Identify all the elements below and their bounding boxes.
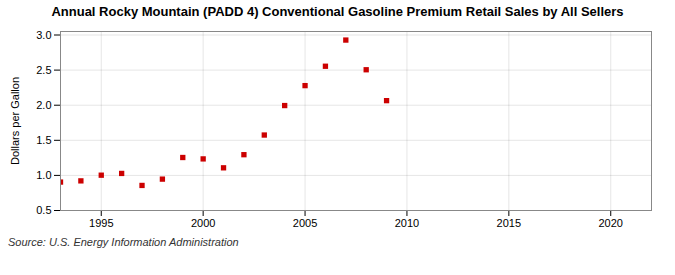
svg-text:2015: 2015 (497, 217, 521, 229)
svg-text:0.5: 0.5 (36, 204, 51, 216)
svg-text:3.0: 3.0 (36, 29, 51, 41)
svg-text:2005: 2005 (293, 217, 317, 229)
svg-text:1.5: 1.5 (36, 134, 51, 146)
html-text:Source: U.S. Energy Informatio: Source: U.S. Energy Information Administ… (8, 236, 239, 248)
svg-text:1995: 1995 (89, 217, 113, 229)
svg-text:1.0: 1.0 (36, 169, 51, 181)
svg-text:2020: 2020 (598, 217, 622, 229)
svg-text:2.0: 2.0 (36, 99, 51, 111)
html-text:Annual Rocky Mountain (PADD 4): Annual Rocky Mountain (PADD 4) Conventio… (51, 4, 624, 19)
svg-text:Dollars per Gallon: Dollars per Gallon (9, 77, 21, 165)
svg-text:2000: 2000 (191, 217, 215, 229)
svg-text:2.5: 2.5 (36, 64, 51, 76)
svg-text:2010: 2010 (395, 217, 419, 229)
